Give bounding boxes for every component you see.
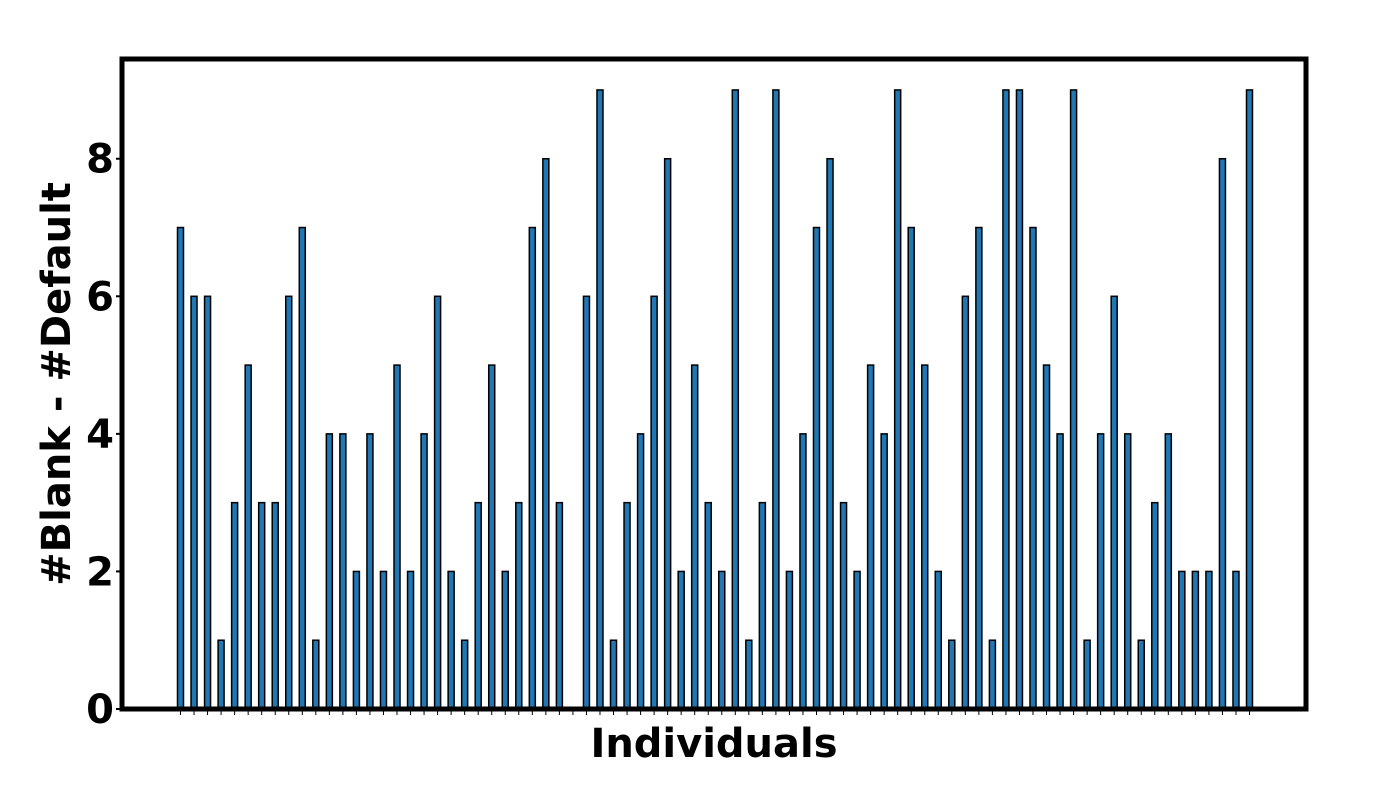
bar — [609, 639, 618, 710]
bar — [650, 295, 658, 710]
bar — [772, 89, 780, 710]
y-ticks: 0 2 4 6 8 — [86, 137, 122, 733]
bar — [1191, 570, 1200, 710]
bar — [1245, 89, 1254, 710]
bar — [433, 295, 442, 710]
bar — [907, 226, 915, 710]
bar — [487, 364, 496, 710]
bar — [339, 433, 347, 710]
bar — [1232, 570, 1240, 710]
bar — [406, 570, 415, 710]
bar — [690, 364, 699, 710]
bar — [677, 570, 685, 710]
bar — [623, 501, 631, 710]
bar — [948, 639, 956, 710]
bar — [826, 157, 834, 710]
bar — [663, 157, 672, 710]
bar — [528, 226, 537, 710]
bar — [880, 433, 888, 710]
bar — [501, 570, 510, 710]
x-axis-label: Individuals — [590, 721, 837, 767]
bar — [1123, 433, 1132, 710]
bar — [1137, 639, 1145, 710]
bars-layer — [176, 89, 1254, 710]
bar — [934, 570, 943, 710]
y-tick-label: 6 — [86, 274, 114, 320]
bar — [812, 226, 821, 710]
bar — [596, 89, 604, 710]
bar — [988, 639, 997, 710]
bar — [325, 433, 334, 710]
plot-frame — [119, 56, 1309, 712]
bar — [1042, 364, 1051, 710]
bar — [366, 433, 374, 710]
bar — [839, 501, 848, 710]
y-tick-label: 2 — [86, 549, 114, 595]
bar — [257, 501, 266, 710]
bar — [244, 364, 252, 710]
bar — [636, 433, 645, 710]
bar — [271, 501, 279, 710]
bar — [285, 295, 293, 710]
bar — [893, 89, 902, 710]
bar — [1218, 157, 1227, 710]
bar — [474, 501, 482, 710]
bar — [785, 570, 794, 710]
bar — [1002, 89, 1010, 710]
bar — [1110, 295, 1118, 710]
bar — [853, 570, 861, 710]
bar — [704, 501, 712, 710]
bar — [515, 501, 523, 710]
bar — [866, 364, 875, 710]
y-tick-label: 0 — [86, 687, 114, 733]
bar — [758, 501, 767, 710]
bar — [393, 364, 401, 710]
bar — [745, 639, 753, 710]
bar — [230, 501, 239, 710]
bar — [1178, 570, 1186, 710]
bar — [1083, 639, 1091, 710]
bar — [217, 639, 225, 710]
bar — [920, 364, 929, 710]
bar — [190, 295, 198, 710]
bar — [731, 89, 740, 710]
bar — [1015, 89, 1024, 710]
y-tick-label: 4 — [86, 412, 114, 458]
bar — [420, 433, 428, 710]
bar — [352, 570, 361, 710]
bar — [1056, 433, 1064, 710]
bar — [447, 570, 455, 710]
bar — [1151, 501, 1159, 710]
bar — [1069, 89, 1078, 710]
bar — [975, 226, 983, 710]
bar — [555, 501, 564, 710]
bar — [1029, 226, 1037, 710]
bar — [312, 639, 320, 710]
bar — [1164, 433, 1173, 710]
bar — [1205, 570, 1213, 710]
bar — [582, 295, 591, 710]
bar — [542, 157, 550, 710]
bar — [460, 639, 469, 710]
bar — [799, 433, 807, 710]
bar — [961, 295, 970, 710]
bar — [203, 295, 212, 710]
bar — [176, 226, 185, 710]
bar — [718, 570, 726, 710]
bar — [1096, 433, 1105, 710]
y-axis-label: #Blank - #Default — [34, 182, 80, 586]
bar — [298, 226, 307, 710]
y-tick-label: 8 — [86, 137, 114, 183]
bar — [379, 570, 388, 710]
